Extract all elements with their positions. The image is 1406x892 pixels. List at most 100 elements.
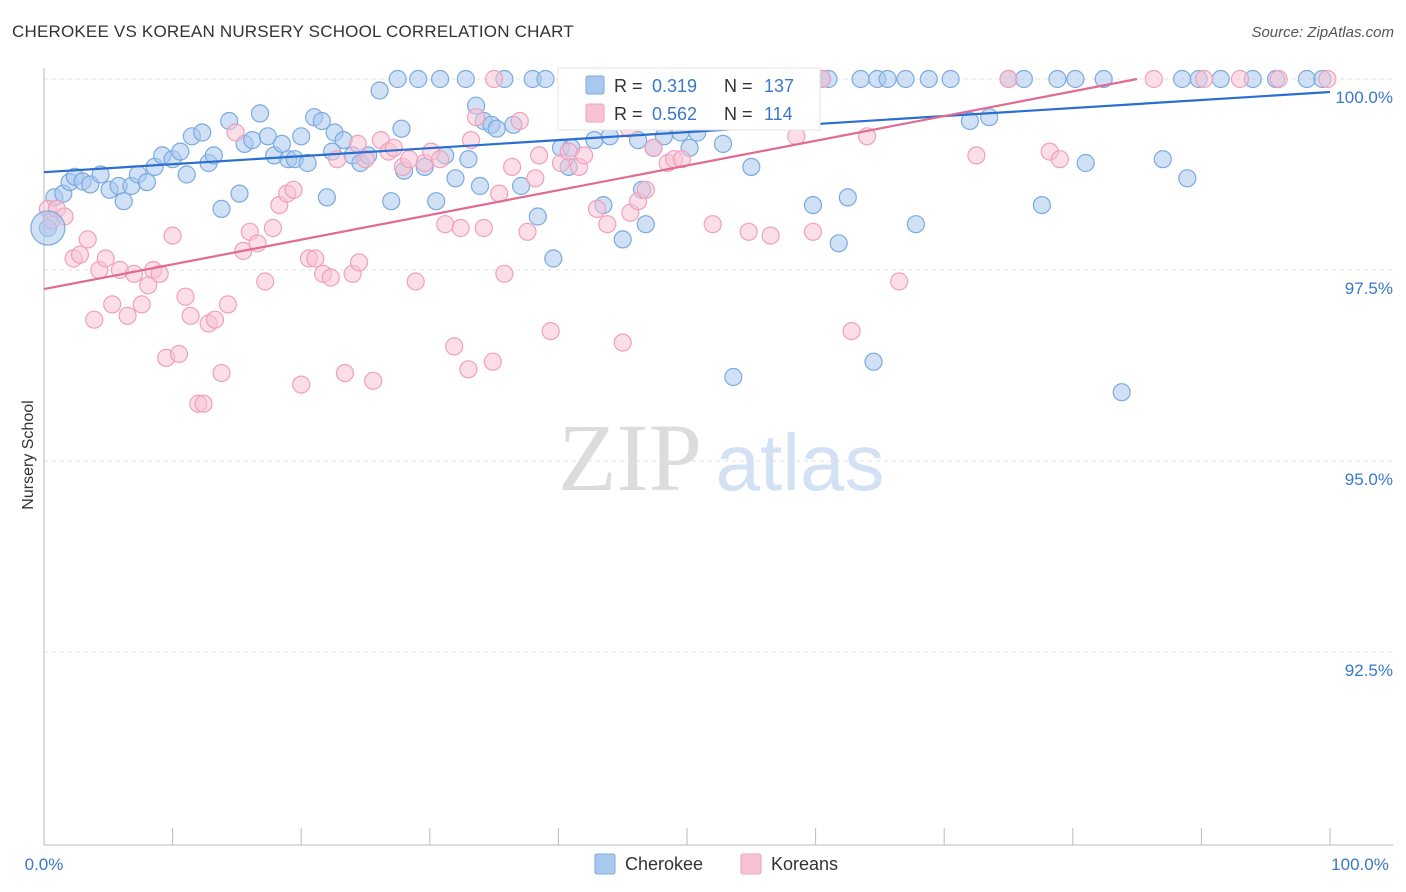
cherokee-point-50[interactable] (427, 192, 446, 211)
koreans-point-48[interactable] (364, 371, 383, 390)
cherokee-point-48[interactable] (409, 69, 428, 89)
cherokee-point-130[interactable] (392, 119, 411, 138)
koreans-point-17[interactable] (150, 264, 169, 283)
cherokee-point-52[interactable] (446, 169, 465, 188)
koreans-point-10[interactable] (103, 295, 122, 314)
koreans-point-75[interactable] (587, 199, 607, 218)
cherokee-point-112[interactable] (1094, 69, 1113, 89)
koreans-point-53[interactable] (400, 150, 419, 169)
koreans-point-101[interactable] (1050, 150, 1070, 169)
koreans-point-77[interactable] (613, 333, 632, 352)
koreans-point-106[interactable] (1318, 69, 1337, 89)
cherokee-point-38[interactable] (317, 188, 336, 207)
cherokee-point-25[interactable] (230, 184, 249, 203)
cherokee-point-110[interactable] (1066, 69, 1085, 89)
koreans-point-95[interactable] (842, 322, 861, 341)
koreans-point-44[interactable] (335, 364, 354, 383)
cherokee-point-76[interactable] (636, 215, 655, 234)
koreans-point-54[interactable] (406, 272, 425, 291)
koreans-point-98[interactable] (967, 146, 986, 165)
cherokee-point-84[interactable] (713, 134, 733, 153)
cherokee-point-93[interactable] (803, 196, 823, 215)
cherokee-point-123[interactable] (431, 69, 450, 89)
koreans-point-40[interactable] (306, 249, 325, 268)
koreans-point-110[interactable] (485, 69, 504, 89)
koreans-point-73[interactable] (559, 142, 578, 161)
koreans-point-27[interactable] (212, 364, 231, 383)
koreans-point-19[interactable] (163, 226, 182, 245)
cherokee-point-65[interactable] (544, 249, 563, 268)
koreans-point-37[interactable] (284, 180, 303, 199)
koreans-point-20[interactable] (169, 344, 189, 364)
koreans-point-86[interactable] (703, 215, 722, 234)
koreans-point-69[interactable] (518, 222, 537, 241)
koreans-point-28[interactable] (218, 295, 237, 314)
koreans-point-7[interactable] (85, 310, 104, 329)
cherokee-point-13[interactable] (137, 173, 156, 192)
cherokee-point-95[interactable] (829, 234, 848, 253)
koreans-point-97[interactable] (890, 272, 909, 291)
koreans-point-26[interactable] (205, 310, 225, 329)
cherokee-point-105[interactable] (980, 108, 999, 127)
cherokee-point-102[interactable] (919, 69, 938, 89)
koreans-point-90[interactable] (761, 226, 780, 245)
series-legend-swatch-koreans[interactable] (740, 853, 762, 875)
cherokee-point-96[interactable] (838, 188, 857, 207)
cherokee-point-99[interactable] (878, 69, 897, 89)
koreans-point-80[interactable] (636, 180, 655, 199)
cherokee-point-126[interactable] (864, 352, 883, 371)
cherokee-point-63[interactable] (528, 207, 547, 226)
cherokee-point-29[interactable] (258, 127, 277, 146)
koreans-point-93[interactable] (803, 222, 823, 241)
cherokee-point-100[interactable] (896, 69, 915, 89)
cherokee-point-53[interactable] (456, 69, 475, 89)
koreans-point-105[interactable] (1269, 69, 1288, 89)
koreans-point-67[interactable] (502, 157, 522, 176)
cherokee-point-121[interactable] (1297, 69, 1317, 89)
cherokee-point-44[interactable] (370, 81, 389, 100)
koreans-point-64[interactable] (483, 352, 502, 371)
cherokee-point-64[interactable] (536, 69, 555, 89)
koreans-point-104[interactable] (1230, 69, 1250, 89)
koreans-point-113[interactable] (529, 146, 549, 165)
cherokee-point-17[interactable] (171, 142, 190, 161)
koreans-point-76[interactable] (598, 215, 617, 234)
koreans-point-51[interactable] (384, 138, 403, 157)
koreans-point-29[interactable] (226, 123, 245, 142)
cherokee-point-58[interactable] (487, 119, 506, 138)
koreans-point-58[interactable] (436, 215, 455, 234)
series-legend-swatch-cherokee[interactable] (594, 853, 616, 875)
koreans-point-14[interactable] (132, 295, 151, 314)
cherokee-point-46[interactable] (388, 69, 407, 89)
cherokee-point-97[interactable] (851, 69, 870, 89)
koreans-point-46[interactable] (350, 253, 369, 272)
cherokee-point-73[interactable] (613, 230, 632, 249)
koreans-point-33[interactable] (256, 272, 275, 291)
cherokee-point-108[interactable] (1032, 196, 1052, 215)
koreans-point-68[interactable] (510, 111, 529, 131)
koreans-point-81[interactable] (644, 138, 663, 157)
koreans-point-62[interactable] (467, 108, 486, 127)
cherokee-point-114[interactable] (1153, 150, 1172, 169)
koreans-point-5[interactable] (70, 245, 90, 264)
cherokee-point-37[interactable] (312, 111, 331, 131)
koreans-point-103[interactable] (1194, 69, 1214, 89)
koreans-point-63[interactable] (474, 218, 493, 238)
cherokee-point-35[interactable] (298, 153, 317, 173)
koreans-point-38[interactable] (292, 375, 311, 394)
cherokee-point-107[interactable] (1014, 69, 1034, 89)
cherokee-point-115[interactable] (1172, 69, 1192, 89)
cherokee-point-31[interactable] (272, 134, 291, 153)
series-legend-label-cherokee[interactable]: Cherokee (625, 854, 703, 874)
cherokee-point-118[interactable] (1211, 69, 1230, 89)
cherokee-point-61[interactable] (511, 176, 531, 196)
koreans-point-66[interactable] (495, 264, 514, 283)
cherokee-point-10[interactable] (114, 192, 133, 211)
koreans-point-61[interactable] (459, 360, 478, 379)
koreans-point-42[interactable] (321, 268, 340, 287)
cherokee-point-103[interactable] (941, 69, 960, 89)
koreans-point-9[interactable] (96, 249, 115, 268)
cherokee-point-131[interactable] (470, 176, 490, 196)
koreans-point-102[interactable] (1144, 69, 1163, 89)
cherokee-point-22[interactable] (204, 146, 223, 165)
